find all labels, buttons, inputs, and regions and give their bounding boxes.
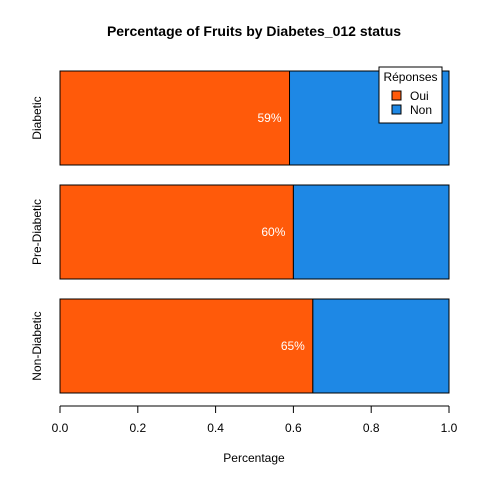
x-tick-label: 0.4 <box>207 421 224 435</box>
x-axis-title: Percentage <box>223 451 285 465</box>
y-tick-label-diabetic: Diabetic <box>30 96 44 139</box>
x-tick-label: 0.6 <box>285 421 302 435</box>
x-tick-label: 0.8 <box>363 421 380 435</box>
x-tick-label: 0.2 <box>129 421 146 435</box>
x-axis: 0.0 0.2 0.4 0.6 0.8 1.0 <box>52 405 458 435</box>
y-axis: Non-Diabetic Pre-Diabetic Diabetic <box>30 96 44 380</box>
legend-title: Réponses <box>383 70 437 84</box>
chart-title: Percentage of Fruits by Diabetes_012 sta… <box>107 23 401 39</box>
bar-non-diabetic-oui <box>59 298 314 394</box>
bar-diabetic-oui <box>59 70 291 166</box>
data-labels-layer: 65% 60% 59% <box>257 111 305 353</box>
data-label-non-diabetic: 65% <box>281 339 305 353</box>
data-label-pre-diabetic: 60% <box>261 225 285 239</box>
legend-swatch-oui <box>391 90 402 101</box>
legend-box <box>378 66 443 124</box>
legend-swatch-non <box>391 104 402 115</box>
bar-non-diabetic-non <box>312 298 450 394</box>
bar-pre-diabetic-non <box>292 184 450 280</box>
x-tick-label: 0.0 <box>52 421 69 435</box>
y-tick-label-non-diabetic: Non-Diabetic <box>30 311 44 380</box>
y-tick-label-pre-diabetic: Pre-Diabetic <box>30 199 44 265</box>
data-label-diabetic: 59% <box>257 111 281 125</box>
legend-label-oui: Oui <box>410 89 429 103</box>
legend-label-non: Non <box>410 103 432 117</box>
bar-pre-diabetic-oui <box>59 184 294 280</box>
bars-layer <box>59 70 450 394</box>
x-tick-label: 1.0 <box>441 421 458 435</box>
